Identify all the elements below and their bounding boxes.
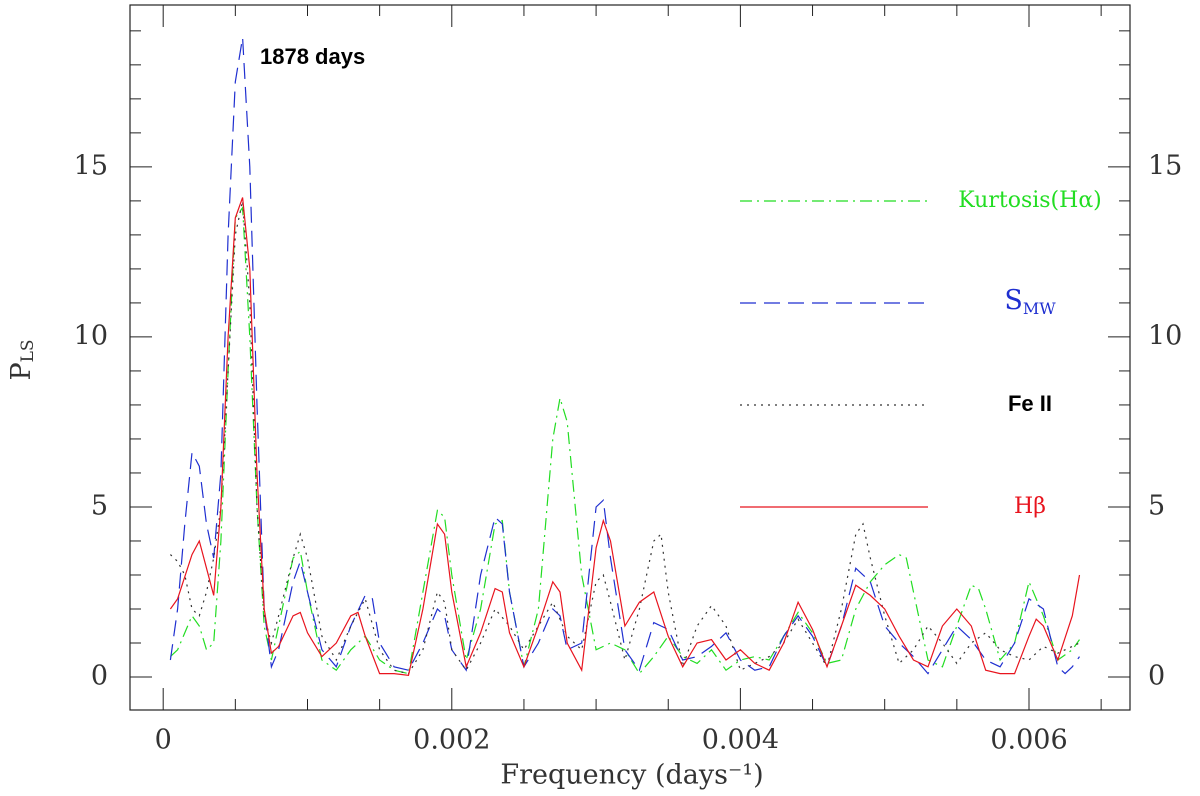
y2-tick-label: 0 xyxy=(1148,661,1165,692)
y-tick-label: 5 xyxy=(91,490,108,521)
legend-name: Fe II xyxy=(1008,391,1052,416)
legend-label: Kurtosis(Hα) xyxy=(958,188,1102,213)
series-line xyxy=(169,200,1080,675)
annotation: 1878 days xyxy=(260,44,365,69)
series-line xyxy=(169,197,1081,676)
x-tick-label: 0 xyxy=(155,725,172,756)
plot-frame xyxy=(129,4,1131,711)
y2-tick-label: 10 xyxy=(1148,320,1182,351)
legend-label: Fe II xyxy=(1008,391,1052,416)
y-tick-label: 0 xyxy=(91,661,108,692)
y-tick-label: 10 xyxy=(74,320,108,351)
legend-label: SMW xyxy=(1004,285,1056,318)
y-axis-label-sub: LS xyxy=(18,339,38,362)
series-line xyxy=(169,37,1080,675)
legend-name: S xyxy=(1004,285,1023,316)
x-tick-label: 0.004 xyxy=(702,725,779,756)
y2-tick-label: 5 xyxy=(1148,490,1165,521)
y2-tick-label: 15 xyxy=(1148,150,1182,181)
legend-name: Kurtosis(Hα) xyxy=(958,188,1102,213)
legend-name: Hβ xyxy=(1014,494,1046,519)
x-tick-label: 0.006 xyxy=(990,725,1067,756)
y-axis-label-main: P xyxy=(6,362,37,380)
y-tick-label: 15 xyxy=(74,150,108,181)
legend-subscript: MW xyxy=(1023,299,1056,318)
y-axis-label: PLS xyxy=(6,339,38,380)
legend-label: Hβ xyxy=(1014,494,1046,519)
series-line xyxy=(169,205,1080,675)
x-axis-label: Frequency (days⁻¹) xyxy=(500,760,763,791)
x-tick-label: 0.002 xyxy=(413,725,490,756)
